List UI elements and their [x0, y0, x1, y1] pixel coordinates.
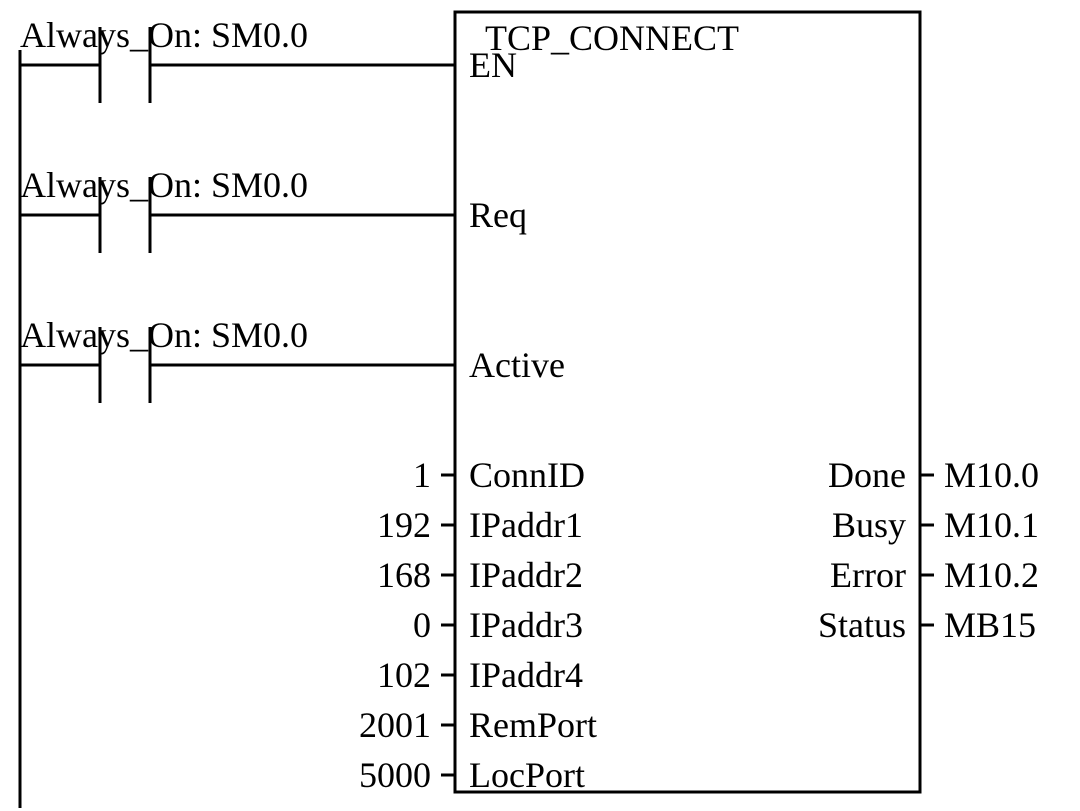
- output-value-busy: M10.1: [944, 505, 1039, 545]
- contact-label-req: Always_On: SM0.0: [20, 165, 308, 205]
- input-value-connid: 1: [413, 455, 431, 495]
- output-pin-status: Status: [818, 605, 906, 645]
- input-pin-ipaddr4: IPaddr4: [469, 655, 583, 695]
- input-pin-ipaddr1: IPaddr1: [469, 505, 583, 545]
- output-value-status: MB15: [944, 605, 1036, 645]
- input-pin-ipaddr3: IPaddr3: [469, 605, 583, 645]
- input-value-ipaddr2: 168: [377, 555, 431, 595]
- output-pin-busy: Busy: [832, 505, 906, 545]
- input-pin-locport: LocPort: [469, 755, 585, 795]
- output-value-done: M10.0: [944, 455, 1039, 495]
- pin-req: Req: [469, 195, 527, 235]
- contact-label-en: Always_On: SM0.0: [20, 15, 308, 55]
- input-value-ipaddr4: 102: [377, 655, 431, 695]
- pin-active: Active: [469, 345, 565, 385]
- contact-label-active: Always_On: SM0.0: [20, 315, 308, 355]
- input-pin-remport: RemPort: [469, 705, 597, 745]
- block-title: TCP_CONNECT: [485, 18, 739, 58]
- input-pin-ipaddr2: IPaddr2: [469, 555, 583, 595]
- input-pin-connid: ConnID: [469, 455, 585, 495]
- output-pin-done: Done: [828, 455, 906, 495]
- input-value-locport: 5000: [359, 755, 431, 795]
- input-value-remport: 2001: [359, 705, 431, 745]
- input-value-ipaddr3: 0: [413, 605, 431, 645]
- output-value-error: M10.2: [944, 555, 1039, 595]
- output-pin-error: Error: [830, 555, 906, 595]
- pin-en: EN: [469, 45, 517, 85]
- input-value-ipaddr1: 192: [377, 505, 431, 545]
